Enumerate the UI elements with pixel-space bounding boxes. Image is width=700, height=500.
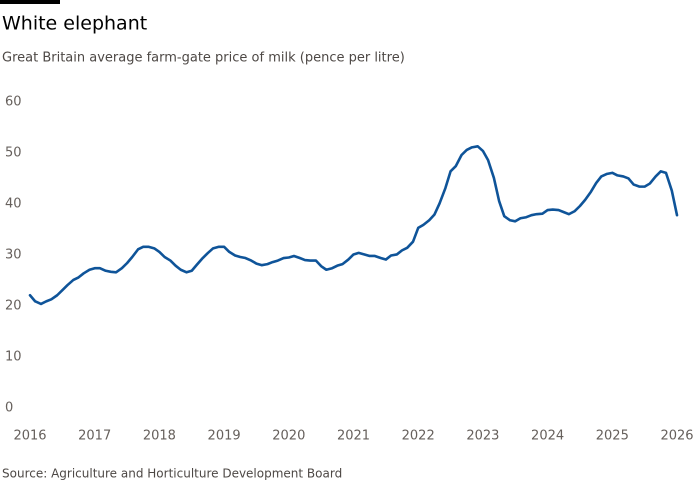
y-tick-label: 50 <box>5 146 22 161</box>
chart-subtitle: Great Britain average farm-gate price of… <box>2 51 405 66</box>
source: Source: Agriculture and Horticulture Dev… <box>2 467 342 481</box>
y-tick-label: 60 <box>5 95 22 110</box>
x-tick-label: 2022 <box>402 429 435 444</box>
x-tick-label: 2024 <box>531 429 564 444</box>
x-tick-label: 2017 <box>78 429 111 444</box>
x-tick-label: 2020 <box>272 429 305 444</box>
y-tick-label: 40 <box>5 197 22 212</box>
data-line <box>28 145 679 306</box>
x-tick-label: 2018 <box>143 429 176 444</box>
x-tick-label: 2019 <box>208 429 241 444</box>
y-tick-label: 10 <box>5 350 22 365</box>
x-tick-label: 2025 <box>596 429 629 444</box>
brand-bar <box>0 0 60 4</box>
chart-title: White elephant <box>2 13 147 35</box>
x-tick-label: 2016 <box>13 429 46 444</box>
x-tick-label: 2023 <box>466 429 499 444</box>
y-tick-label: 20 <box>5 299 22 314</box>
x-tick-label: 2021 <box>337 429 370 444</box>
y-tick-label: 0 <box>5 401 13 416</box>
y-tick-label: 30 <box>5 248 22 263</box>
x-tick-label: 2026 <box>660 429 693 444</box>
